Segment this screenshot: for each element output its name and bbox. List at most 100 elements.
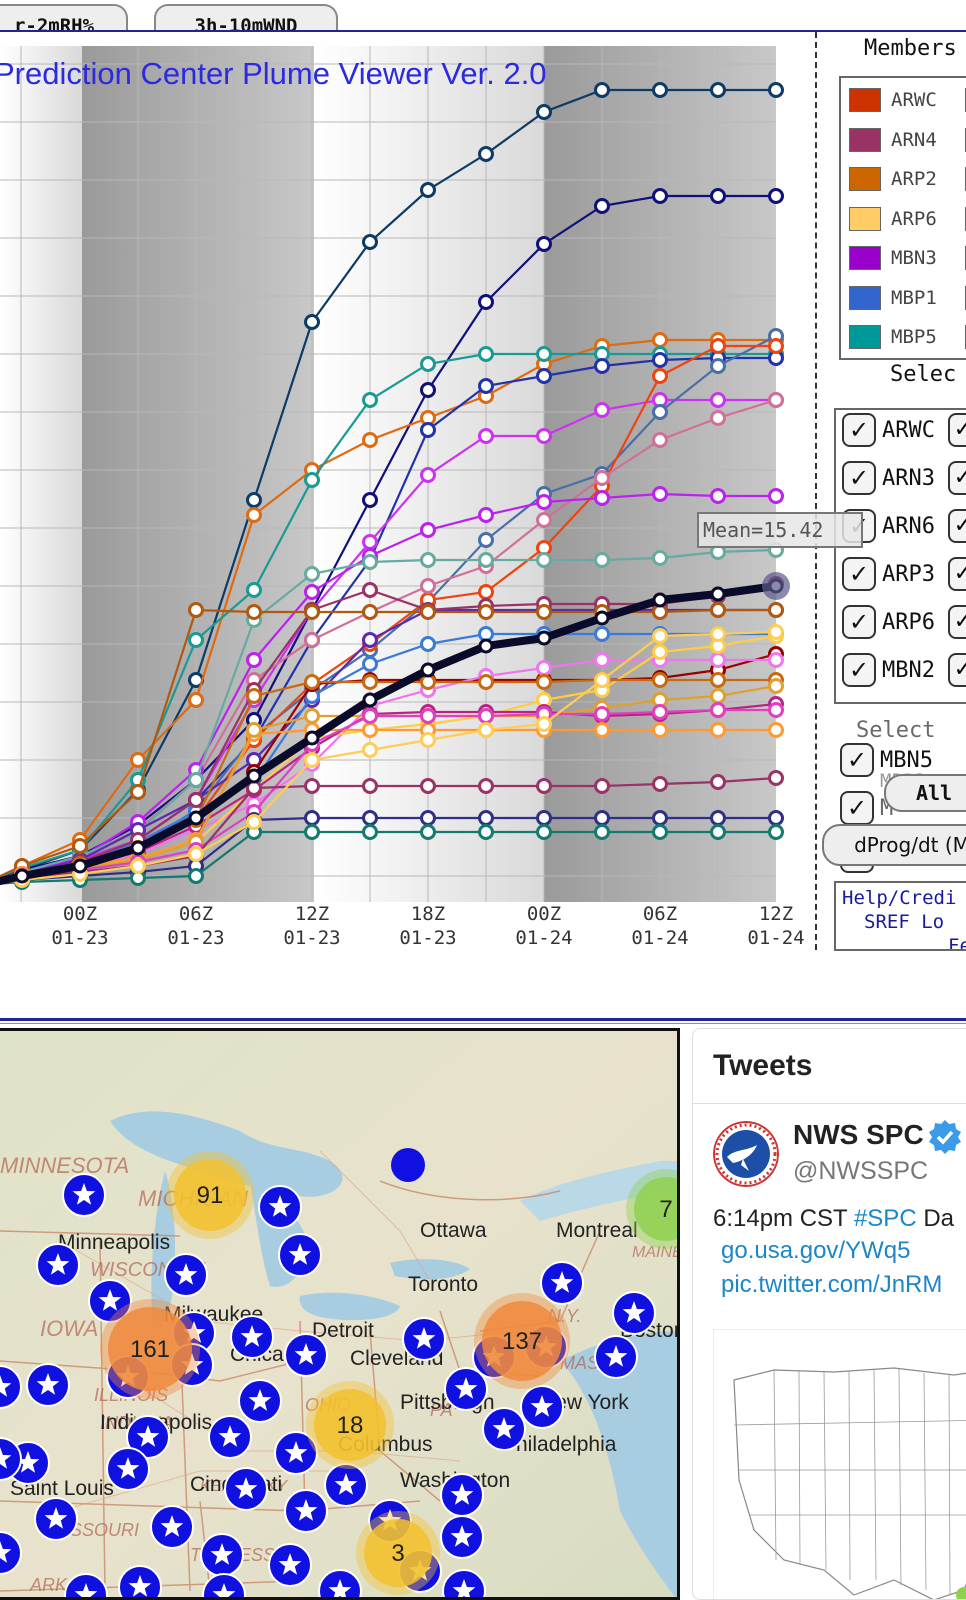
- storm-report-marker[interactable]: [36, 1243, 80, 1287]
- map-region-label: MAINE: [632, 1244, 680, 1261]
- trace-point: [420, 824, 436, 840]
- tweet-hashtag-link[interactable]: #SPC: [853, 1205, 917, 1232]
- member-checkbox[interactable]: ✓: [842, 605, 876, 639]
- report-cluster[interactable]: 18: [306, 1381, 394, 1469]
- storm-report-marker[interactable]: [0, 1531, 22, 1575]
- help-credits-link[interactable]: Help/Credi: [842, 887, 957, 909]
- storm-report-marker[interactable]: [106, 1447, 150, 1491]
- storm-report-marker[interactable]: [268, 1543, 312, 1587]
- trace-point: [420, 578, 436, 594]
- storm-report-marker[interactable]: [284, 1489, 328, 1533]
- location-dot[interactable]: [391, 1148, 425, 1182]
- storm-report-marker[interactable]: [34, 1497, 78, 1541]
- reports-map[interactable]: MINNESOTAMICHIGANWISCONSINILLINOISINDIAN…: [0, 1028, 680, 1600]
- select-all-button[interactable]: All: [884, 774, 966, 812]
- tweet-media-map[interactable]: [713, 1329, 966, 1599]
- trace-point: [768, 602, 784, 618]
- member-checkbox[interactable]: ✓: [842, 557, 876, 591]
- storm-report-marker[interactable]: [520, 1385, 564, 1429]
- storm-report-marker[interactable]: [230, 1315, 274, 1359]
- report-cluster[interactable]: 137: [474, 1293, 570, 1389]
- storm-report-marker[interactable]: [62, 1173, 106, 1217]
- mean-hover-marker[interactable]: [762, 572, 790, 600]
- trace-point: [536, 494, 552, 510]
- member-checkbox-2[interactable]: ✓: [948, 509, 966, 543]
- storm-report-marker[interactable]: [402, 1317, 446, 1361]
- cluster-count: 137: [502, 1328, 542, 1355]
- storm-report-marker[interactable]: [440, 1515, 484, 1559]
- storm-report-marker[interactable]: [540, 1261, 584, 1305]
- storm-report-marker[interactable]: [318, 1569, 362, 1600]
- tweet-link-2[interactable]: pic.twitter.com/JnRM: [721, 1271, 943, 1298]
- member-select-item[interactable]: ✓ ARP6: [842, 602, 935, 642]
- cluster-count: 161: [130, 1336, 170, 1363]
- feedback-link[interactable]: Fe: [948, 935, 966, 951]
- storm-report-marker[interactable]: [26, 1363, 70, 1407]
- member-select-item[interactable]: ✓ ARWC: [842, 410, 935, 450]
- storm-report-marker[interactable]: [258, 1185, 302, 1229]
- tweet-author-name[interactable]: NWS SPC: [793, 1119, 924, 1150]
- report-cluster[interactable]: 161: [100, 1299, 200, 1399]
- member-select-label: MBN2: [882, 657, 935, 683]
- tweet-time: 6:14pm CST: [713, 1205, 854, 1232]
- storm-report-marker[interactable]: [208, 1415, 252, 1459]
- storm-report-marker[interactable]: [594, 1335, 638, 1379]
- nws-logo-avatar[interactable]: [713, 1121, 779, 1187]
- trace-point: [362, 392, 378, 408]
- storm-report-marker[interactable]: [118, 1565, 162, 1600]
- member-checkbox-2[interactable]: ✓: [948, 413, 966, 447]
- trace-point: [362, 534, 378, 550]
- storm-report-marker[interactable]: [284, 1333, 328, 1377]
- trace-point: [362, 604, 378, 620]
- storm-report-marker[interactable]: [64, 1573, 108, 1600]
- member-label: MBP5: [891, 326, 937, 348]
- storm-report-marker[interactable]: [238, 1379, 282, 1423]
- select-title: Selec: [890, 362, 957, 387]
- storm-report-marker[interactable]: [278, 1233, 322, 1277]
- storm-report-marker[interactable]: [200, 1533, 244, 1577]
- map-canvas[interactable]: MINNESOTAMICHIGANWISCONSINILLINOISINDIAN…: [0, 1031, 680, 1600]
- storm-report-marker[interactable]: [164, 1253, 208, 1297]
- tweet-author-handle[interactable]: @NWSSPC: [793, 1157, 929, 1185]
- storm-report-marker[interactable]: [324, 1463, 368, 1507]
- storm-report-marker[interactable]: [0, 1365, 22, 1409]
- tweets-divider: [693, 1103, 966, 1104]
- member-checkbox[interactable]: ✓: [842, 461, 876, 495]
- trace-point: [478, 604, 494, 620]
- trace-point: [594, 358, 610, 374]
- member-select-item[interactable]: ✓ MBN5: [840, 740, 933, 780]
- sref-link[interactable]: SREF Lo: [864, 911, 945, 933]
- storm-report-marker[interactable]: [150, 1505, 194, 1549]
- storm-report-marker[interactable]: [126, 1415, 170, 1459]
- dprog-dt-button[interactable]: dProg/dt (M: [822, 824, 966, 866]
- trace-point: [188, 846, 204, 862]
- storm-report-marker[interactable]: [88, 1279, 132, 1323]
- plume-chart[interactable]: Prediction Center Plume Viewer Ver. 2.0 …: [0, 32, 815, 950]
- trace-point: [768, 770, 784, 786]
- member-checkbox[interactable]: ✓: [840, 743, 874, 777]
- storm-report-marker[interactable]: [202, 1573, 246, 1600]
- storm-report-marker[interactable]: [440, 1473, 484, 1517]
- storm-report-marker[interactable]: [482, 1407, 526, 1451]
- member-select-item[interactable]: ✓ ARN3: [842, 458, 935, 498]
- storm-report-marker[interactable]: [612, 1291, 656, 1335]
- member-select-item[interactable]: ✓ ARP3: [842, 554, 935, 594]
- member-checkbox[interactable]: ✓: [842, 653, 876, 687]
- storm-report-marker[interactable]: [0, 1437, 22, 1481]
- storm-report-marker[interactable]: [224, 1467, 268, 1511]
- storm-report-marker[interactable]: [442, 1569, 486, 1600]
- tweet-link-1[interactable]: go.usa.gov/YWq5: [721, 1237, 911, 1264]
- member-checkbox-2[interactable]: ✓: [948, 605, 966, 639]
- trace-point: [188, 692, 204, 708]
- member-select-item[interactable]: ✓ MBN2: [842, 650, 935, 690]
- storm-report-marker[interactable]: [444, 1367, 488, 1411]
- report-cluster[interactable]: 91: [166, 1151, 254, 1239]
- report-cluster[interactable]: 7: [626, 1169, 680, 1249]
- member-checkbox-2[interactable]: ✓: [948, 461, 966, 495]
- member-checkbox-2[interactable]: ✓: [948, 557, 966, 591]
- member-checkbox-2[interactable]: ✓: [948, 653, 966, 687]
- member-checkbox[interactable]: ✓: [842, 413, 876, 447]
- storm-report-marker[interactable]: [274, 1431, 318, 1475]
- member-checkbox[interactable]: ✓: [840, 791, 874, 825]
- report-cluster[interactable]: 3: [356, 1511, 440, 1595]
